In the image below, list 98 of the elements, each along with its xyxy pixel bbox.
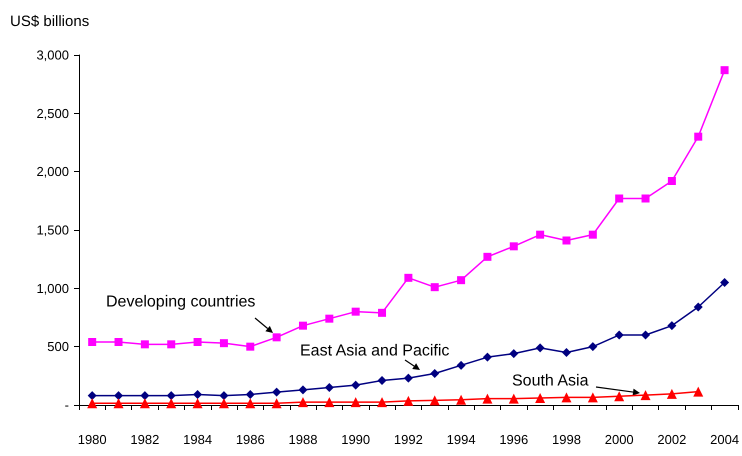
point bbox=[667, 321, 676, 330]
x-tick-label: 2004 bbox=[710, 432, 740, 447]
x-tick-label: 1984 bbox=[183, 432, 212, 447]
point bbox=[614, 330, 624, 340]
point bbox=[641, 330, 650, 340]
point bbox=[88, 391, 97, 400]
point bbox=[588, 392, 598, 402]
point bbox=[404, 374, 413, 383]
point bbox=[430, 369, 440, 378]
y-tick-label: 1,000 bbox=[36, 280, 69, 296]
x-tick-label: 2000 bbox=[604, 432, 634, 447]
point bbox=[114, 391, 124, 400]
point bbox=[666, 388, 677, 399]
point bbox=[482, 394, 492, 404]
point bbox=[562, 348, 571, 357]
point bbox=[614, 391, 624, 402]
point bbox=[140, 391, 150, 400]
y-tick-label: 2,000 bbox=[36, 164, 69, 180]
point bbox=[298, 322, 307, 330]
x-tick-label: 1998 bbox=[552, 432, 581, 447]
point bbox=[457, 276, 466, 284]
point bbox=[510, 242, 518, 250]
point bbox=[298, 385, 308, 394]
point bbox=[562, 236, 570, 244]
point bbox=[642, 194, 650, 202]
y-tick-label: 1,500 bbox=[36, 222, 69, 238]
point bbox=[640, 390, 651, 400]
point bbox=[430, 283, 439, 292]
x-tick-label: 1982 bbox=[130, 432, 160, 447]
series-label: South Asia bbox=[512, 372, 589, 390]
point bbox=[561, 392, 572, 402]
y-axis-title: US$ billions bbox=[10, 13, 90, 30]
point bbox=[324, 383, 334, 392]
point bbox=[140, 340, 149, 348]
point bbox=[430, 395, 440, 406]
point bbox=[350, 397, 361, 408]
point bbox=[245, 398, 256, 408]
point bbox=[246, 390, 255, 399]
y-tick-label: 500 bbox=[47, 339, 69, 354]
x-tick-label: 2002 bbox=[657, 432, 686, 447]
point bbox=[220, 339, 228, 348]
y-tick-label: 2,500 bbox=[36, 106, 69, 121]
point bbox=[615, 194, 624, 202]
x-tick-label: 1988 bbox=[288, 432, 318, 447]
point bbox=[535, 393, 546, 403]
x-tick-label: 1994 bbox=[446, 432, 476, 447]
point bbox=[693, 386, 704, 397]
point bbox=[403, 396, 414, 406]
point bbox=[536, 343, 545, 352]
point bbox=[482, 352, 492, 362]
point bbox=[378, 376, 387, 385]
point bbox=[272, 388, 282, 397]
point bbox=[192, 398, 203, 408]
point bbox=[140, 398, 150, 408]
point bbox=[325, 314, 334, 323]
point bbox=[88, 338, 96, 346]
point bbox=[508, 394, 519, 404]
point bbox=[378, 308, 386, 317]
point bbox=[588, 342, 598, 352]
point bbox=[694, 302, 703, 312]
point bbox=[272, 398, 282, 408]
point bbox=[720, 278, 730, 287]
point bbox=[166, 391, 176, 400]
y-tick-label: 3,000 bbox=[36, 48, 69, 62]
point bbox=[404, 274, 412, 282]
point bbox=[668, 177, 676, 185]
point bbox=[377, 397, 388, 408]
point bbox=[352, 308, 360, 316]
x-tick-label: 1992 bbox=[394, 432, 423, 447]
point bbox=[193, 390, 202, 399]
point bbox=[694, 132, 702, 141]
point bbox=[114, 338, 123, 346]
point bbox=[272, 333, 281, 342]
x-tick-label: 1996 bbox=[499, 432, 528, 447]
point bbox=[219, 391, 228, 400]
point bbox=[218, 398, 229, 408]
point bbox=[167, 340, 176, 348]
point bbox=[483, 252, 492, 261]
series-label: East Asia and Pacific bbox=[300, 342, 450, 360]
point bbox=[720, 66, 729, 74]
point bbox=[87, 398, 98, 408]
x-tick-label: 1986 bbox=[236, 432, 265, 447]
point bbox=[298, 397, 308, 408]
point bbox=[114, 398, 124, 408]
point bbox=[456, 394, 466, 405]
x-tick-label: 1990 bbox=[341, 432, 370, 447]
point bbox=[509, 349, 518, 358]
series-label: Developing countries bbox=[106, 294, 256, 310]
x-tick-label: 1980 bbox=[78, 432, 107, 447]
point bbox=[324, 397, 334, 408]
point bbox=[166, 398, 176, 408]
point bbox=[194, 338, 202, 346]
point bbox=[456, 360, 466, 370]
point bbox=[246, 342, 254, 351]
point bbox=[351, 380, 360, 390]
point bbox=[536, 230, 544, 239]
point bbox=[588, 230, 597, 239]
y-tick-label: - bbox=[64, 398, 69, 412]
